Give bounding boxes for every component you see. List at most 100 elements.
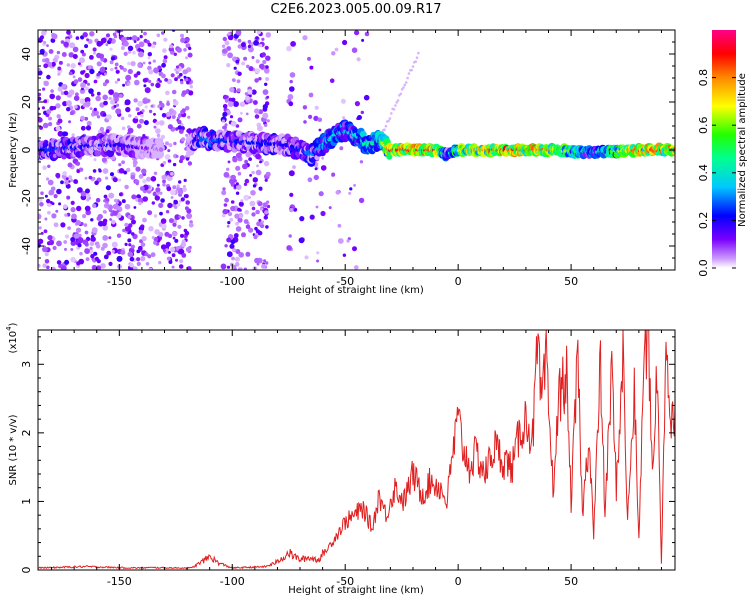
noise-speckle	[73, 79, 79, 85]
noise-speckle	[320, 210, 326, 217]
noise-speckle	[96, 216, 102, 222]
noise-speckle	[289, 207, 294, 213]
noise-speckle	[183, 75, 187, 79]
noise-speckle	[318, 128, 322, 132]
noise-speckle	[91, 264, 97, 270]
noise-speckle	[334, 47, 339, 52]
noise-speckle	[40, 231, 44, 235]
noise-speckle	[165, 90, 170, 96]
noise-speckle	[116, 103, 120, 107]
noise-speckle	[140, 242, 146, 247]
noise-speckle	[46, 109, 52, 115]
noise-speckle	[174, 77, 178, 82]
noise-speckle	[105, 203, 110, 207]
noise-speckle	[255, 59, 260, 64]
noise-speckle	[44, 194, 48, 198]
noise-speckle	[91, 176, 96, 181]
noise-speckle	[232, 264, 237, 269]
noise-speckle	[257, 201, 263, 207]
noise-speckle	[66, 63, 71, 67]
spectrogram-marks	[38, 30, 675, 270]
noise-speckle	[259, 63, 265, 70]
x-tick-label: 50	[564, 275, 578, 288]
noise-speckle	[142, 61, 146, 65]
noise-speckle	[55, 95, 61, 101]
noise-speckle	[233, 179, 237, 183]
noise-speckle	[137, 100, 143, 107]
noise-speckle	[115, 69, 120, 74]
noise-speckle	[264, 210, 269, 215]
noise-speckle	[154, 195, 160, 201]
noise-speckle	[113, 105, 117, 108]
noise-speckle	[109, 172, 115, 177]
spectrogram-ylabel: Frequency (Hz)	[8, 112, 19, 188]
noise-speckle	[84, 230, 89, 235]
noise-speckle	[79, 88, 86, 94]
noise-speckle	[256, 30, 261, 35]
noise-speckle	[304, 255, 309, 260]
noise-speckle	[159, 100, 163, 104]
noise-speckle	[102, 242, 108, 249]
noise-speckle	[58, 202, 62, 206]
noise-speckle	[96, 61, 102, 67]
streak-speckle	[415, 56, 419, 59]
noise-speckle	[38, 263, 41, 268]
noise-speckle	[77, 77, 83, 82]
noise-speckle	[147, 79, 152, 84]
noise-speckle	[128, 114, 132, 118]
noise-speckle	[124, 184, 129, 190]
colorbar-tick-label: 0.4	[697, 164, 710, 182]
noise-speckle	[139, 34, 143, 39]
noise-speckle	[89, 107, 93, 110]
noise-speckle	[173, 141, 177, 146]
noise-speckle	[52, 106, 57, 110]
noise-speckle	[168, 251, 171, 254]
noise-speckle	[38, 37, 43, 43]
noise-speckle	[169, 44, 174, 49]
noise-speckle	[96, 115, 101, 119]
noise-speckle	[143, 84, 147, 88]
colorbar-label: Normalized spectral amplitude	[737, 73, 748, 227]
noise-speckle	[221, 190, 227, 196]
noise-speckle	[84, 176, 88, 180]
noise-speckle	[48, 239, 55, 246]
streak-speckle	[396, 99, 400, 102]
noise-speckle	[351, 47, 358, 53]
noise-speckle	[145, 262, 150, 266]
noise-speckle	[76, 169, 80, 174]
noise-speckle	[48, 49, 54, 54]
streak-speckle	[388, 117, 392, 120]
noise-speckle	[221, 44, 226, 48]
noise-speckle	[65, 183, 71, 189]
noise-speckle	[106, 114, 112, 120]
noise-speckle	[161, 73, 166, 79]
noise-speckle	[102, 113, 107, 117]
noise-speckle	[160, 218, 167, 224]
noise-speckle	[261, 37, 265, 41]
noise-speckle	[230, 174, 236, 181]
noise-speckle	[170, 172, 174, 176]
noise-speckle	[248, 157, 253, 162]
noise-speckle	[178, 129, 184, 134]
noise-speckle	[84, 44, 89, 49]
noise-speckle	[38, 67, 41, 72]
noise-speckle	[239, 101, 246, 107]
noise-speckle	[170, 50, 175, 55]
noise-speckle	[138, 41, 145, 48]
noise-speckle	[134, 79, 140, 86]
streak-speckle	[384, 124, 388, 128]
noise-speckle	[70, 207, 76, 213]
noise-speckle	[87, 65, 92, 70]
noise-speckle	[254, 114, 260, 119]
noise-speckle	[159, 80, 162, 83]
noise-speckle	[178, 215, 182, 219]
y-tick-label: 2	[20, 429, 33, 436]
noise-speckle	[160, 134, 166, 140]
noise-speckle	[266, 95, 270, 99]
noise-speckle	[67, 162, 73, 168]
x-tick-label: 0	[455, 275, 462, 288]
noise-speckle	[224, 98, 229, 103]
noise-speckle	[44, 259, 50, 264]
noise-speckle	[133, 206, 137, 209]
noise-speckle	[100, 37, 107, 44]
